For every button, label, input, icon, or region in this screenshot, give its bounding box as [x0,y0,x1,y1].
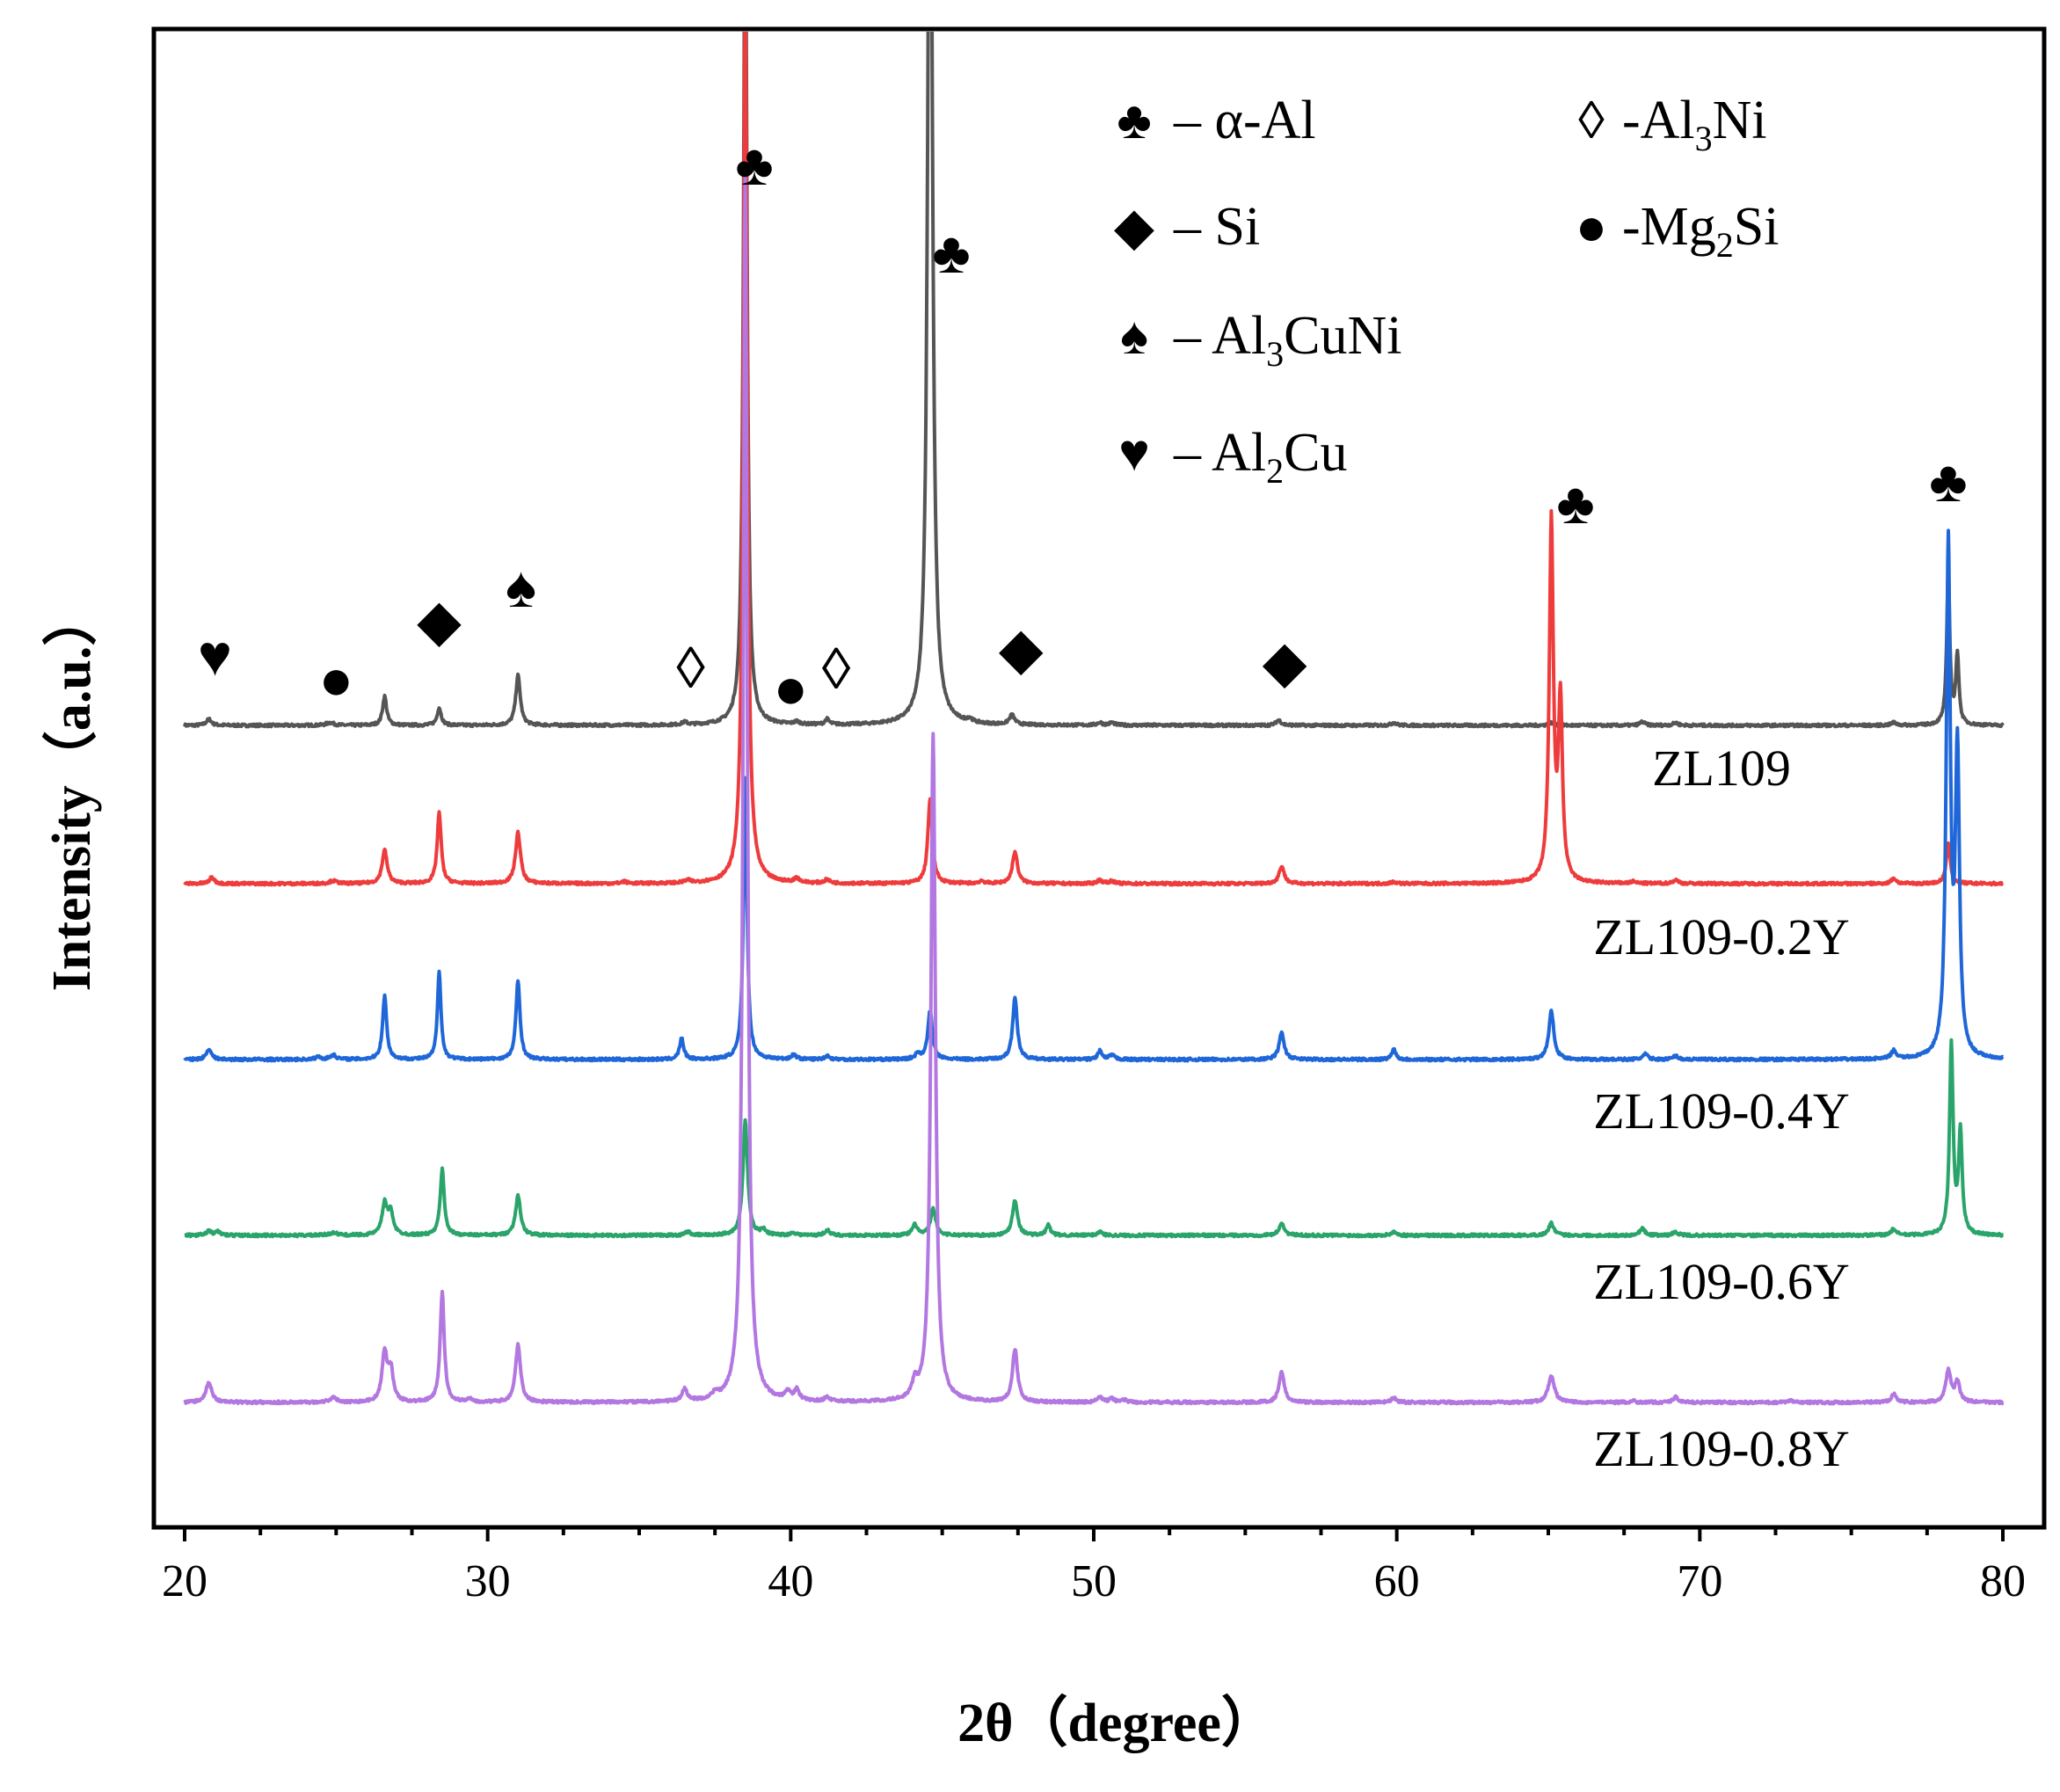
series-line-1 [183,32,2005,729]
legend-label-2-1: -Al3Ni [1622,91,1767,158]
peak-marker-12: ♣ [1556,472,1594,536]
peak-marker-9: ♣ [932,222,970,286]
plot-frame [151,26,2047,1530]
peak-marker-13: ♣ [1929,450,1967,514]
peak-marker-2: ● [318,648,353,712]
peak-marker-5: ◊ [676,637,705,701]
peak-marker-11: ◆ [1263,630,1307,695]
legend-label-1-4: – Al2Cu [1173,423,1347,491]
series-label-2: ZL109-0.2Y [1593,908,1850,965]
series-label-1: ZL109 [1652,739,1791,797]
legend-symbol-2-1: ◊ [1578,91,1605,149]
peak-marker-3: ◆ [417,589,462,653]
x-tick-label-40: 40 [768,1556,813,1606]
legend-label-2-2: -Mg2Si [1622,197,1780,265]
peak-marker-8: ♣ [735,134,773,198]
x-tick-label-70: 70 [1677,1556,1722,1606]
peak-marker-1: ♥ [198,624,232,688]
series-layer [183,32,2005,1406]
x-tick-label-30: 30 [465,1556,511,1606]
x-tick-label-20: 20 [162,1556,207,1606]
legend-label-1-2: – Si [1173,197,1260,257]
x-axis-title: 2θ（degree） [957,1692,1276,1753]
series-line-5 [183,169,2005,1406]
peak-marker-10: ◆ [999,617,1044,681]
series-line-2 [183,32,2005,887]
series-label-5: ZL109-0.8Y [1593,1420,1850,1477]
series-line-3 [183,528,2005,1063]
legend-symbol-1-2: ◆ [1114,198,1154,256]
x-tick-label-80: 80 [1980,1556,2026,1606]
peak-marker-6: ● [773,657,808,721]
series-labels: ZL109 ZL109-0.2Y ZL109-0.4Y ZL109-0.6Y ZL109… [1593,739,1850,1477]
legend-symbol-1-4: ♥ [1118,424,1150,482]
legend-symbol-2-2: ● [1576,198,1607,256]
legend-symbol-1-1: ♣ [1117,91,1151,149]
legend-label-1-3: – Al3CuNi [1173,306,1401,374]
legend-label-1-1: – α-Al [1173,91,1316,150]
y-axis-title: Intensity（a.u.） [40,592,102,992]
peak-markers: ♥ ●◆♠◊ ● ◊♣♣◆ ◆♣ ♣ [198,134,1968,721]
x-tick-label-50: 50 [1071,1556,1117,1606]
series-label-4: ZL109-0.6Y [1593,1253,1850,1310]
x-axis: 20 30 40 50 60 70 80 [162,1527,2026,1606]
legend: ♣ – α-Al ◆ – Si ♠ – Al3CuNi ♥ – Al2Cu ◊ -Al3Ni ● -M… [1114,91,1780,491]
x-tick-label-60: 60 [1374,1556,1420,1606]
peak-marker-7: ◊ [822,637,851,702]
peak-marker-4: ♠ [506,556,536,620]
legend-symbol-1-3: ♠ [1120,307,1148,365]
series-label-3: ZL109-0.4Y [1593,1082,1850,1140]
series-line-4 [183,1038,2005,1239]
